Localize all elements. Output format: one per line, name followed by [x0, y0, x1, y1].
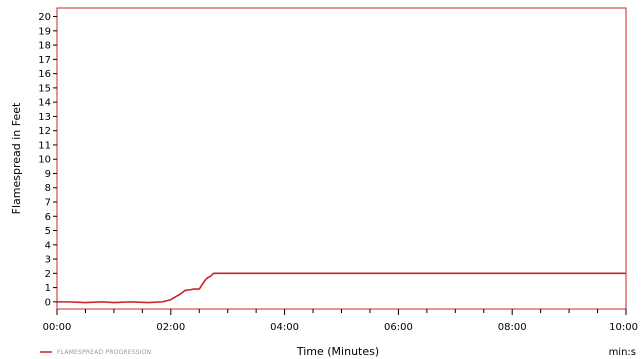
y-tick-label: 15 — [38, 83, 51, 94]
y-tick-label: 19 — [38, 26, 51, 37]
x-axis: 00:00 02:00 04:00 06:00 08:00 10:00 — [43, 309, 638, 333]
y-tick-label: 4 — [45, 240, 51, 251]
x-tick-label: 10:00 — [609, 322, 638, 333]
y-axis-title: Flamespread in Feet — [10, 102, 23, 214]
x-tick-label: 04:00 — [270, 322, 299, 333]
y-tick-label: 14 — [38, 98, 51, 109]
series-line-0 — [57, 272, 626, 304]
x-tick-label: 02:00 — [156, 322, 185, 333]
x-axis-title: Time (Minutes) — [296, 345, 379, 358]
y-tick-label: 3 — [45, 255, 51, 266]
y-tick-label: 18 — [38, 41, 51, 52]
y-tick-label: 2 — [45, 269, 51, 280]
y-tick-label: 13 — [38, 112, 51, 123]
y-tick-label: 16 — [38, 69, 51, 80]
legend-label: FLAMESPREAD PROGRESSION — [57, 349, 151, 356]
y-tick-label: 6 — [45, 212, 51, 223]
plot-frame — [56, 7, 627, 310]
x-tick-label: 00:00 — [43, 322, 72, 333]
x-tick-label: 08:00 — [498, 322, 527, 333]
y-tick-label: 12 — [38, 126, 51, 137]
y-tick-label: 17 — [38, 55, 51, 66]
y-tick-label: 0 — [45, 297, 51, 308]
x-tick-label: 06:00 — [384, 322, 413, 333]
legend: FLAMESPREAD PROGRESSION — [40, 349, 151, 356]
y-tick-label: 9 — [45, 169, 51, 180]
y-tick-label: 10 — [38, 155, 51, 166]
y-tick-label: 5 — [45, 226, 51, 237]
series-layer — [57, 272, 626, 304]
y-tick-label: 11 — [38, 140, 51, 151]
y-tick-label: 20 — [38, 12, 51, 23]
x-unit-label: min:s — [609, 347, 636, 358]
y-tick-label: 1 — [45, 283, 51, 294]
y-tick-label: 8 — [45, 183, 51, 194]
y-tick-label: 7 — [45, 198, 51, 209]
